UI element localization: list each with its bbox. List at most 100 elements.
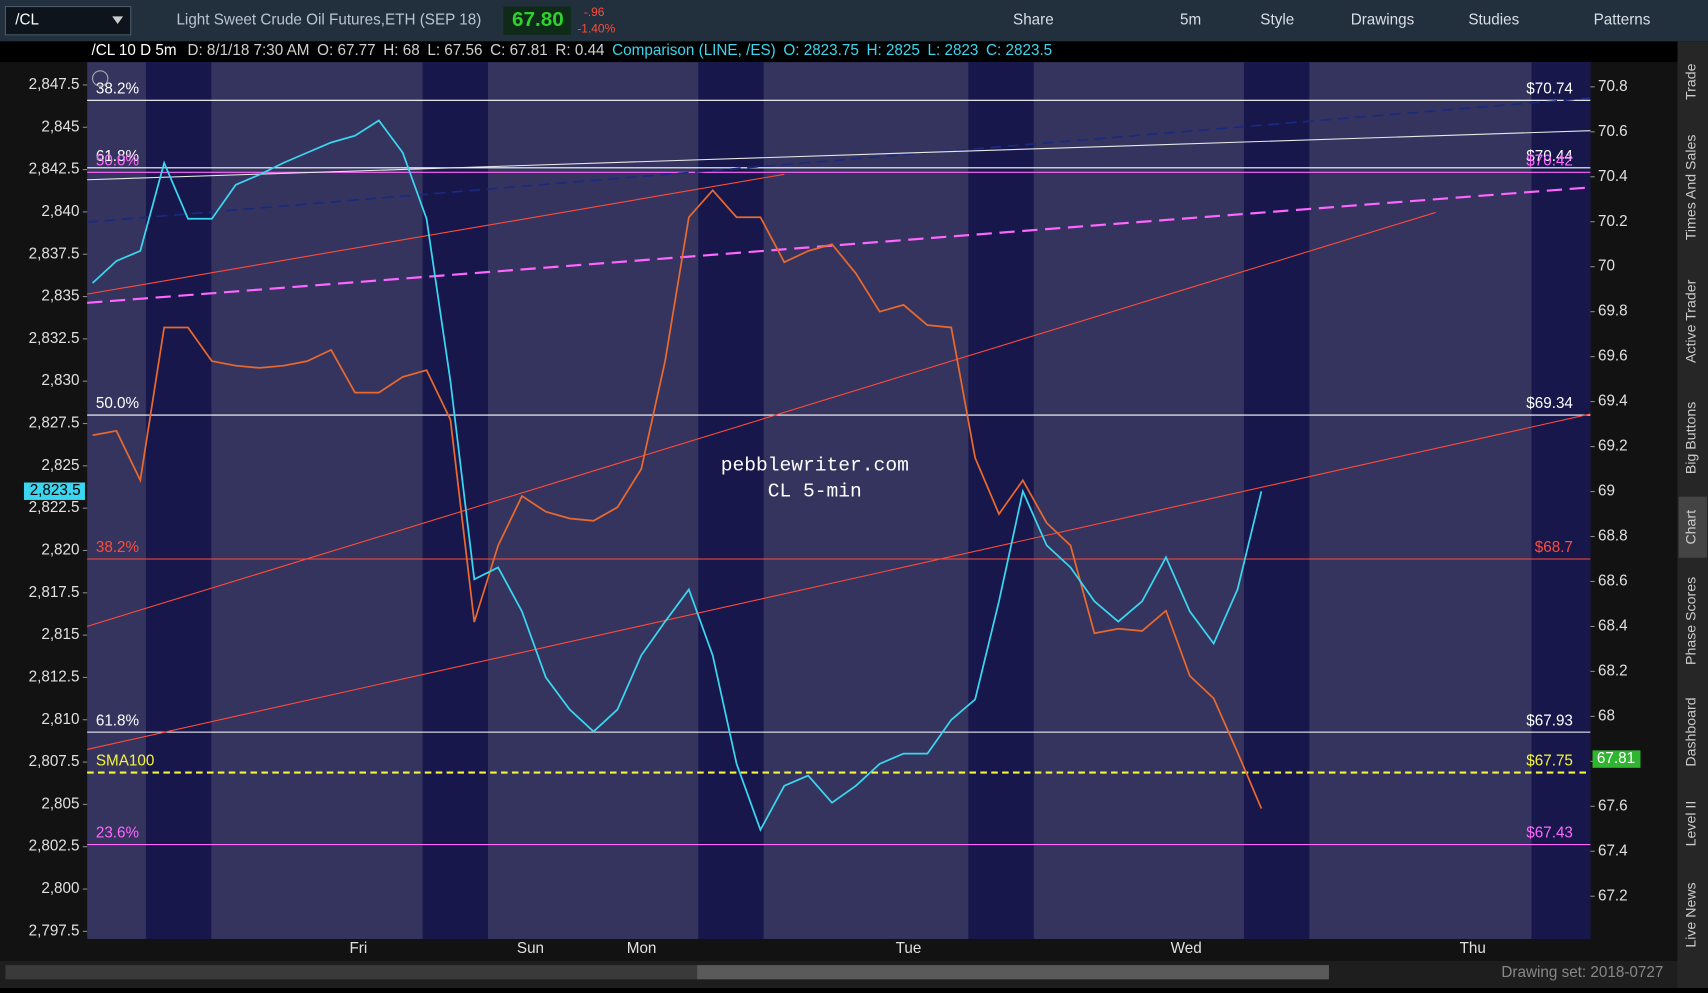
level-name: 50.0% — [96, 395, 140, 412]
toolbar-button-label[interactable]: Studies — [1468, 12, 1519, 29]
level-name: 61.8% — [96, 712, 140, 729]
toolbar-button-label[interactable]: Patterns — [1594, 12, 1651, 29]
session-band — [1244, 62, 1309, 939]
last-price: 67.80 — [512, 8, 564, 31]
symbol[interactable]: /CL — [15, 12, 39, 29]
y2-tick-label: 68.6 — [1598, 573, 1628, 590]
y-tick-label: 2,832.5 — [29, 330, 80, 347]
y-tick-label: 2,822.5 — [29, 499, 80, 516]
level-price: $70.42 — [1526, 152, 1573, 169]
sidebar-tab[interactable]: Level II — [1683, 801, 1699, 847]
instrument-title: Light Sweet Crude Oil Futures,ETH (SEP 1… — [176, 12, 481, 29]
x-tick-label: Sun — [517, 940, 544, 957]
toolbar-button-label[interactable]: Drawings — [1351, 12, 1415, 29]
y-tick-label: 2,820 — [41, 542, 79, 559]
info-item: O: 67.77 — [317, 42, 376, 59]
y2-tick-label: 68.4 — [1598, 617, 1628, 634]
sidebar-tab[interactable]: Big Buttons — [1683, 402, 1699, 474]
info-item: H: 2825 — [866, 42, 919, 59]
y-tick-label: 2,817.5 — [29, 584, 80, 601]
toolbar-button-label[interactable]: Share — [1013, 12, 1054, 29]
level-name: 38.2% — [96, 80, 140, 97]
y-tick-label: 2,800 — [41, 880, 79, 897]
y-tick-label: 2,810 — [41, 711, 79, 728]
drawing-set: Drawing set: 2018-0727 — [1501, 964, 1663, 981]
level-price: $69.34 — [1526, 395, 1573, 412]
y2-tick-label: 69.2 — [1598, 438, 1628, 455]
watermark: pebblewriter.com — [721, 454, 909, 476]
x-tick-label: Thu — [1460, 940, 1486, 957]
time-axis-bg — [0, 939, 1678, 961]
x-tick-label: Mon — [627, 940, 657, 957]
scroll-thumb[interactable] — [697, 965, 1329, 979]
level-name: 38.2% — [96, 539, 140, 556]
y2-tick-label: 69 — [1598, 483, 1615, 500]
sidebar-tab[interactable]: Trade — [1683, 63, 1699, 100]
level-price: $67.43 — [1526, 825, 1573, 842]
y-tick-label: 2,812.5 — [29, 668, 80, 685]
price-tag-label: 2,823.5 — [30, 482, 81, 499]
y-tick-label: 2,802.5 — [29, 838, 80, 855]
info-item: C: 67.81 — [490, 42, 548, 59]
price-tag-label: 67.81 — [1597, 750, 1635, 767]
x-tick-label: Wed — [1171, 940, 1202, 957]
y2-tick-label: 68 — [1598, 707, 1615, 724]
y2-tick-label: 70.6 — [1598, 123, 1628, 140]
y2-tick-label: 70.2 — [1598, 213, 1628, 230]
y2-tick-label: 68.2 — [1598, 662, 1628, 679]
info-item: C: 2823.5 — [986, 42, 1052, 59]
info-item: Comparison (LINE, /ES) — [612, 42, 776, 59]
info-item: H: 68 — [383, 42, 419, 59]
y2-tick-label: 69.8 — [1598, 303, 1628, 320]
change: -.96 — [584, 5, 605, 19]
y2-tick-label: 67.2 — [1598, 887, 1628, 904]
y-tick-label: 2,805 — [41, 795, 79, 812]
toolbar-button-label[interactable]: Style — [1260, 12, 1294, 29]
sidebar-tab[interactable]: Phase Scores — [1683, 577, 1699, 665]
change-pct: -1.40% — [577, 22, 615, 36]
sidebar-tab[interactable]: Live News — [1683, 882, 1699, 947]
session-band — [698, 62, 763, 939]
level-price: $67.93 — [1526, 712, 1573, 729]
sidebar-tab[interactable]: Times And Sales — [1683, 135, 1699, 241]
y-tick-label: 2,825 — [41, 457, 79, 474]
y-tick-label: 2,845 — [41, 118, 79, 135]
y-tick-label: 2,840 — [41, 203, 79, 220]
y2-tick-label: 69.4 — [1598, 393, 1628, 410]
y2-tick-label: 67.6 — [1598, 797, 1628, 814]
info-item: R: 0.44 — [555, 42, 605, 59]
y-tick-label: 2,815 — [41, 626, 79, 643]
y2-tick-label: 68.8 — [1598, 528, 1628, 545]
level-name: 50.0% — [96, 152, 140, 169]
sidebar-tab[interactable]: Active Trader — [1683, 279, 1699, 363]
y-tick-label: 2,837.5 — [29, 245, 80, 262]
x-tick-label: Fri — [349, 940, 367, 957]
sidebar-tab[interactable]: Chart — [1683, 510, 1699, 545]
y-tick-label: 2,827.5 — [29, 415, 80, 432]
session-band — [968, 62, 1033, 939]
level-price: $70.74 — [1526, 80, 1573, 97]
y-tick-label: 2,807.5 — [29, 753, 80, 770]
y2-tick-label: 70 — [1598, 258, 1615, 275]
info-item: L: 2823 — [928, 42, 979, 59]
y2-tick-label: 67.4 — [1598, 842, 1628, 859]
info-item: O: 2823.75 — [783, 42, 858, 59]
level-price: $68.7 — [1535, 539, 1573, 556]
watermark: CL 5-min — [768, 480, 862, 502]
info-item: /CL 10 D 5m — [92, 42, 177, 59]
level-name: 23.6% — [96, 825, 140, 842]
y-tick-label: 2,842.5 — [29, 161, 80, 178]
x-tick-label: Tue — [896, 940, 922, 957]
y-tick-label: 2,797.5 — [29, 922, 80, 939]
session-band — [1532, 62, 1591, 939]
toolbar-button-label[interactable]: 5m — [1180, 12, 1201, 29]
y2-tick-label: 70.8 — [1598, 78, 1628, 95]
info-item: D: 8/1/18 7:30 AM — [187, 42, 309, 59]
info-item: L: 67.56 — [427, 42, 482, 59]
sidebar-tab[interactable]: Dashboard — [1683, 697, 1699, 766]
level-price: $67.75 — [1526, 753, 1573, 770]
y-tick-label: 2,847.5 — [29, 76, 80, 93]
level-name: SMA100 — [96, 753, 155, 770]
session-band — [423, 62, 488, 939]
